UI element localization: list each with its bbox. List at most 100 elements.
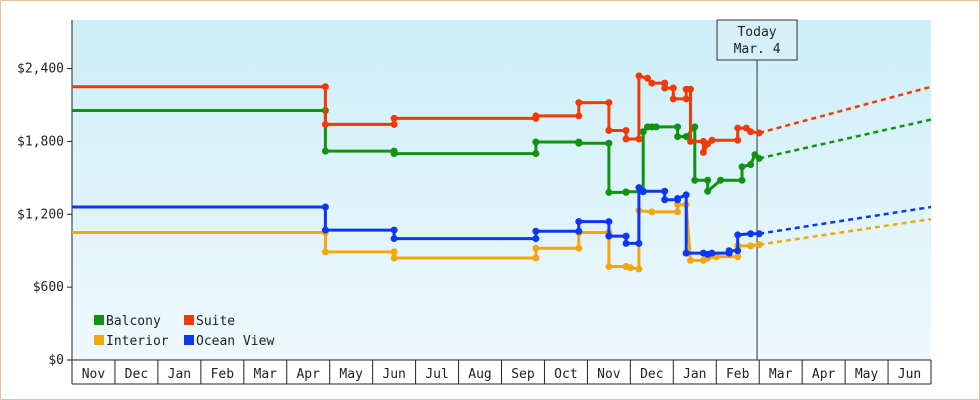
data-point-ocean-view (605, 232, 613, 240)
today-label: Today (737, 25, 776, 40)
data-point-ocean-view (390, 235, 398, 243)
forecast-line-interior (759, 217, 932, 246)
forecast-line-suite (758, 85, 932, 135)
data-point-ocean-view (708, 249, 716, 257)
data-point-balcony (605, 139, 613, 147)
data-point-interior (626, 264, 634, 272)
forecast-line-balcony (758, 118, 932, 160)
data-point-interior (674, 201, 682, 209)
x-tick-label: Jan (168, 367, 191, 382)
data-point-balcony (532, 150, 540, 158)
data-point-suite (635, 135, 643, 143)
data-point-interior (686, 256, 694, 264)
data-point-ocean-view (622, 232, 630, 240)
data-point-interior (321, 248, 329, 256)
data-point-balcony (652, 123, 660, 131)
today-box (716, 19, 798, 61)
legend-swatch-interior (94, 335, 104, 345)
data-point-suite (605, 127, 613, 134)
y-tick-label: $1,200 (17, 207, 64, 222)
data-point-suite (644, 74, 652, 82)
legend-swatch-balcony (94, 315, 104, 325)
data-point-ocean-view (639, 187, 647, 195)
data-point-interior (390, 254, 398, 262)
x-tick-label: May (855, 367, 879, 382)
data-point-balcony (691, 123, 699, 131)
legend-label-interior: Interior (106, 334, 169, 349)
legend-swatch-ocean-view (184, 335, 194, 345)
data-point-ocean-view (674, 195, 682, 202)
data-point-interior (674, 208, 682, 216)
y-tick-label: $0 (48, 353, 64, 368)
data-point-ocean-view (635, 239, 643, 247)
x-tick-label: Dec (125, 367, 148, 382)
forecast-line-ocean-view (759, 205, 932, 235)
data-point-ocean-view (661, 196, 669, 204)
data-point-ocean-view (575, 227, 583, 235)
data-point-interior (734, 253, 742, 261)
x-tick-label: Nov (597, 367, 621, 382)
data-point-ocean-view (532, 227, 540, 235)
data-point-interior (747, 242, 755, 250)
data-point-ocean-view (725, 247, 733, 255)
today-date: Mar. 4 (734, 42, 781, 57)
x-tick-label: Jun (382, 367, 405, 382)
data-point-interior (575, 244, 583, 252)
data-point-ocean-view (747, 230, 755, 238)
data-point-balcony (390, 150, 398, 158)
legend-label-balcony: Balcony (106, 314, 161, 329)
data-point-ocean-view (390, 226, 398, 234)
data-point-suite (575, 99, 583, 107)
data-point-balcony (691, 176, 699, 184)
x-tick-label: Sep (511, 367, 535, 382)
data-point-interior (605, 263, 613, 270)
data-point-suite (661, 84, 669, 92)
data-point-ocean-view (575, 218, 583, 226)
data-point-ocean-view (734, 247, 742, 255)
x-tick-label: Apr (812, 367, 836, 382)
data-point-balcony (575, 139, 583, 147)
x-tick-label: Aug (468, 367, 491, 382)
data-point-balcony (532, 138, 540, 146)
data-point-balcony (747, 161, 755, 168)
x-tick-label: Oct (554, 367, 577, 382)
data-point-interior (635, 265, 643, 273)
data-point-suite (605, 99, 613, 107)
y-tick-label: $2,400 (17, 62, 64, 77)
data-point-ocean-view (755, 230, 763, 238)
data-point-suite (622, 127, 630, 134)
data-point-balcony (674, 133, 682, 141)
x-tick-label: Mar (769, 367, 793, 382)
data-point-balcony (704, 187, 712, 195)
x-tick-label: Jan (683, 367, 706, 382)
data-point-suite (321, 120, 329, 128)
data-point-suite (708, 136, 716, 144)
data-point-suite (699, 148, 707, 156)
data-point-balcony (717, 176, 725, 184)
data-point-interior (755, 241, 763, 249)
data-point-balcony (755, 154, 763, 162)
data-point-balcony (321, 147, 329, 155)
x-tick-label: Feb (211, 367, 235, 382)
legend-swatch-suite (184, 315, 194, 325)
data-point-suite (321, 83, 329, 91)
x-tick-label: Dec (640, 367, 663, 382)
data-point-suite (669, 95, 677, 103)
data-point-ocean-view (321, 203, 329, 211)
legend-label-ocean-view: Ocean View (196, 334, 274, 349)
data-point-interior (648, 208, 656, 216)
data-point-suite (686, 137, 694, 145)
data-point-balcony (738, 163, 746, 171)
y-tick-label: $1,800 (17, 134, 64, 149)
data-point-balcony (622, 188, 630, 196)
data-point-interior (532, 244, 540, 252)
data-point-suite (734, 136, 742, 144)
data-point-balcony (704, 176, 712, 184)
y-tick-label: $600 (33, 280, 64, 295)
data-point-ocean-view (605, 218, 613, 226)
data-point-ocean-view (532, 235, 540, 243)
x-tick-label: Apr (296, 367, 320, 382)
data-point-suite (622, 135, 630, 143)
data-point-ocean-view (734, 231, 742, 239)
data-point-balcony (639, 128, 647, 136)
